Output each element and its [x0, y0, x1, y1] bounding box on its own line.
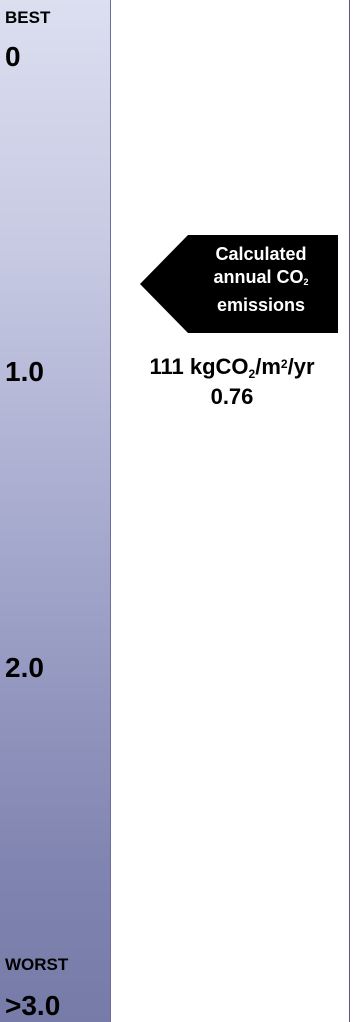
calculated-emissions-pointer: Calculated annual CO2 emissions [140, 235, 338, 333]
pointer-arrow-shape [140, 235, 338, 333]
pointer-line-2: annual CO2 [213, 267, 309, 287]
scale-bottom-value: >3.0 [5, 990, 61, 1021]
scale-mark-2: 2.0 [5, 652, 44, 683]
scale-mark-1: 1.0 [5, 356, 44, 387]
worst-label: WORST [5, 955, 69, 974]
scale-top-value: 0 [5, 41, 21, 72]
right-border-line [349, 0, 350, 1022]
pointer-line-1: Calculated [215, 244, 307, 264]
pointer-caption: Calculated annual CO2 emissions [188, 243, 334, 317]
emissions-value: 111 kgCO2/m2/yr [149, 354, 315, 381]
rating-scale-bar [0, 0, 111, 1022]
emissions-rating: 0.76 [210, 384, 254, 409]
pointer-line-3: emissions [216, 295, 306, 315]
best-label: BEST [5, 8, 51, 27]
